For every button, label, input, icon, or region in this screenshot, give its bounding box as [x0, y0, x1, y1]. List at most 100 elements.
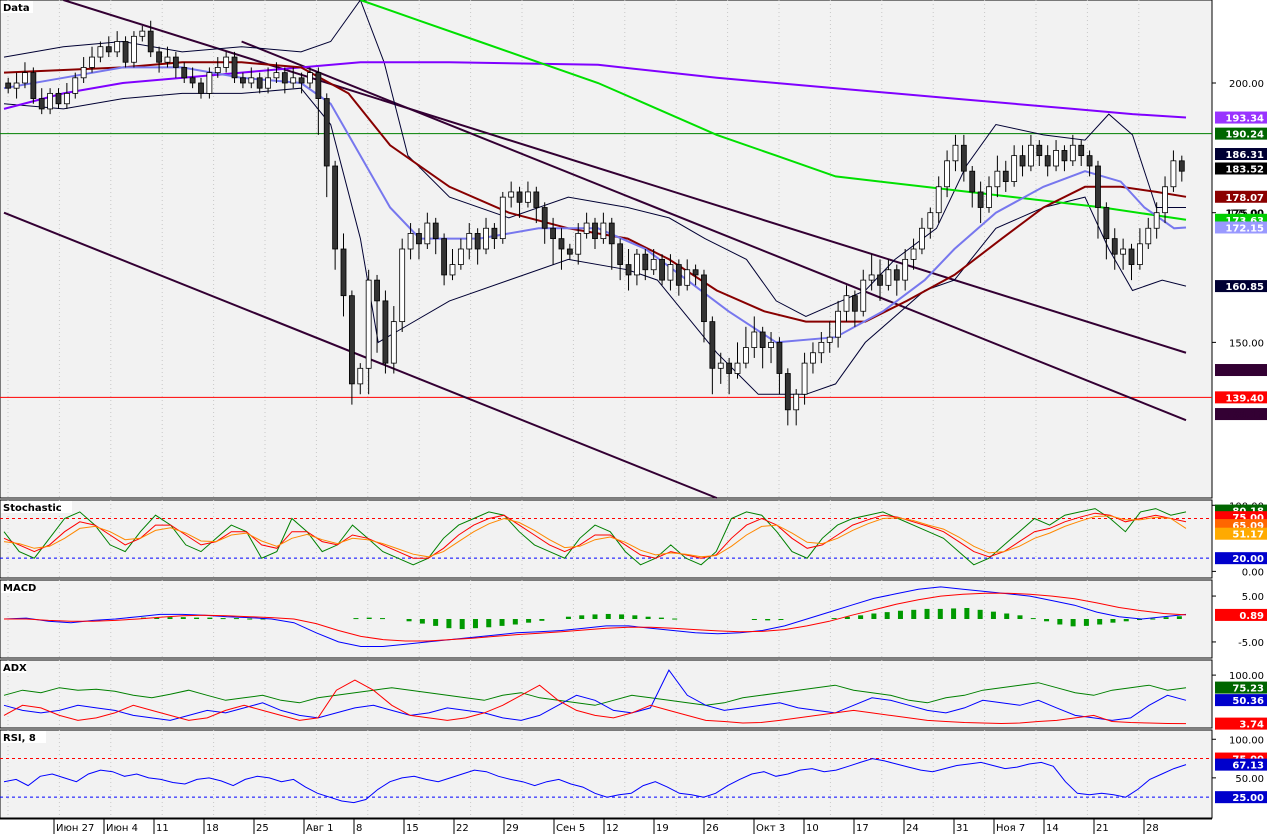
candle-body	[717, 362, 724, 369]
candle-body	[684, 269, 691, 286]
candle-body	[768, 341, 774, 348]
histogram-bar	[977, 609, 983, 619]
y-tick-label: -5.00	[1238, 638, 1264, 649]
indicator-line	[3, 508, 1187, 566]
candle-body	[189, 77, 196, 84]
bollinger-lower	[3, 87, 1187, 395]
histogram-bar	[884, 612, 890, 619]
histogram-bar	[154, 617, 160, 619]
panel-title: ADX	[3, 663, 27, 674]
value-badge-label: 136.18	[1225, 410, 1264, 421]
value-badge-label: 65.09	[1232, 521, 1264, 532]
y-tick-label: 150.00	[1229, 338, 1264, 349]
candle-body	[457, 248, 464, 265]
candle-body	[5, 82, 12, 89]
candle-body	[935, 186, 942, 214]
candle-body	[1178, 160, 1185, 172]
histogram-bar	[871, 613, 877, 619]
value-badge-label: 20.00	[1232, 554, 1264, 565]
candle-body	[474, 233, 481, 250]
indicator-line	[3, 515, 1187, 558]
candle-body	[72, 77, 79, 94]
histogram-bar	[1017, 615, 1023, 619]
price-panel: 200.00175.00150.00193.34190.24186.31183.…	[0, 0, 1268, 499]
x-tick-label: Авг 1	[306, 823, 334, 834]
candle-body	[902, 258, 909, 281]
x-tick-label: Ноя 7	[996, 823, 1025, 834]
candle-body	[860, 279, 867, 312]
value-badge-label: 139.40	[1225, 393, 1264, 404]
trend-line	[63, 0, 1187, 354]
candle-body	[407, 233, 414, 250]
candle-body	[147, 30, 154, 53]
candle-body	[969, 170, 976, 193]
histogram-bar	[486, 619, 492, 628]
value-badge-label: 0.89	[1239, 611, 1264, 622]
candle-body	[1002, 170, 1009, 182]
candle-body	[885, 269, 892, 286]
candle-body	[1128, 248, 1135, 265]
candle-body	[986, 186, 992, 208]
value-badge	[1215, 162, 1267, 175]
candle-body	[63, 92, 70, 105]
candle-body	[1103, 207, 1110, 240]
histogram-bar	[406, 619, 412, 622]
value-badge-label: 190.24	[1225, 130, 1264, 141]
histogram-bar	[565, 616, 571, 619]
indicator-line	[3, 758, 1187, 804]
histogram-bar	[844, 616, 850, 619]
value-badge	[1215, 511, 1267, 524]
value-badge	[1215, 552, 1267, 565]
value-badge	[1215, 148, 1267, 161]
indicator-line	[3, 512, 1187, 559]
value-badge	[1215, 391, 1267, 404]
candle-body	[675, 264, 682, 286]
candle-body	[1028, 144, 1034, 167]
price-scale	[1212, 0, 1268, 498]
value-badge-label: 50.36	[1232, 696, 1264, 707]
candle-body	[583, 222, 590, 234]
trend-line	[241, 40, 1187, 422]
histogram-bar	[419, 619, 425, 624]
candle-body	[575, 233, 582, 255]
value-badge-label: 3.74	[1239, 720, 1264, 731]
candle-body	[290, 77, 297, 84]
value-badge-label: 75.00	[1232, 513, 1264, 524]
candle-body	[131, 35, 137, 63]
histogram-bar	[632, 615, 638, 619]
histogram-bar	[380, 618, 386, 620]
value-badge	[1215, 127, 1267, 140]
value-badge	[1215, 111, 1267, 124]
candle-body	[298, 77, 305, 84]
candle-body	[382, 300, 389, 364]
candle-body	[558, 238, 565, 250]
candle-body	[1162, 186, 1168, 214]
histogram-bar	[858, 615, 864, 619]
candle-body	[30, 72, 37, 99]
histogram-bar	[1176, 616, 1182, 619]
candle-body	[156, 51, 162, 63]
x-tick-label: Окт 3	[756, 823, 785, 834]
value-badge-label: 173.63	[1225, 216, 1264, 227]
candle-body	[499, 196, 506, 240]
candle-body	[1061, 150, 1068, 162]
candle-body	[843, 295, 850, 312]
histogram-bar	[539, 619, 545, 621]
candle-body	[164, 56, 171, 63]
histogram-bar	[937, 608, 943, 619]
y-tick-label: 5.00	[1242, 592, 1264, 603]
x-tick-label: 19	[656, 823, 669, 834]
panel-title: Stochastic	[3, 503, 62, 514]
candle-body	[198, 82, 204, 94]
candle-body	[491, 227, 498, 240]
candle-body	[525, 191, 531, 203]
candle-body	[516, 191, 523, 203]
candle-body	[550, 227, 556, 240]
candle-body	[826, 336, 833, 343]
value-badge-label: 25.00	[1232, 793, 1264, 804]
x-tick-label: 12	[606, 823, 619, 834]
candle-body	[265, 77, 271, 89]
candle-body	[340, 248, 347, 297]
